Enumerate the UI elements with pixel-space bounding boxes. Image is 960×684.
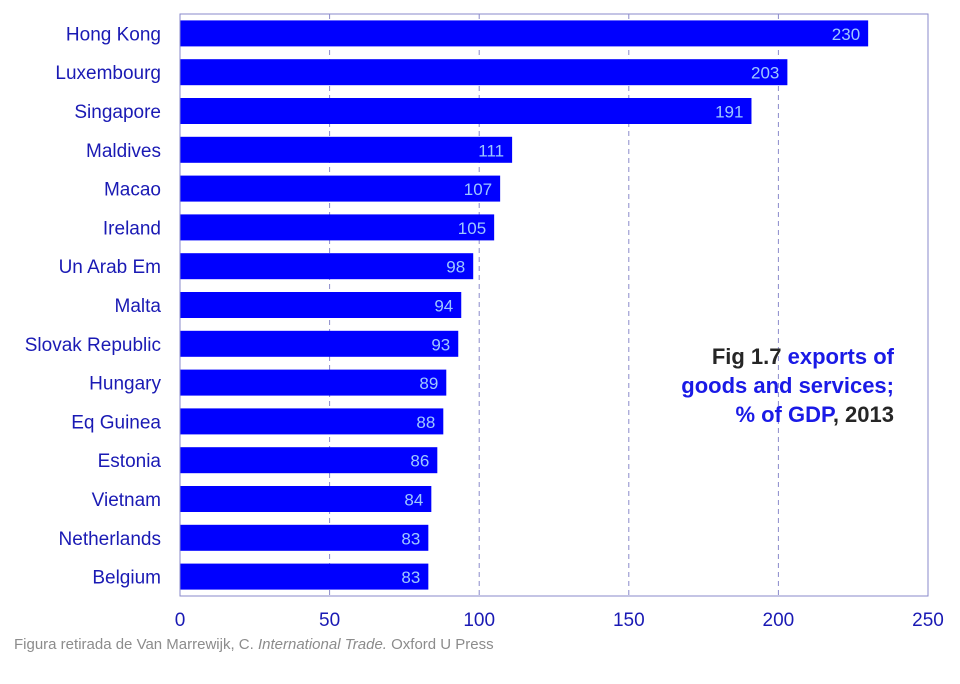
value-label-un-arab-em: 98: [446, 258, 465, 277]
value-label-hungary: 89: [419, 374, 438, 393]
x-tick-label-0: 0: [175, 610, 186, 631]
bar-singapore: [180, 98, 752, 124]
value-label-slovak-republic: 93: [431, 335, 450, 354]
source-suffix: Oxford U Press: [391, 636, 494, 653]
bars: 230 203 191 111 107 105 98 94 93 89 88 86 84 83 83: [180, 20, 869, 590]
value-label-estonia: 86: [410, 452, 429, 471]
bar-hong-kong: [180, 20, 869, 47]
bar-hungary: [180, 369, 447, 396]
value-label-macao: 107: [464, 180, 492, 199]
x-axis-ticks: 0 50 100 150 200 250: [175, 610, 944, 631]
bar-belgium: [180, 563, 429, 590]
category-label-ireland: Ireland: [103, 218, 161, 239]
category-label-macao: Macao: [104, 180, 161, 201]
plot-frame: [179, 13, 929, 597]
source-title: International Trade.: [257, 636, 387, 653]
bar-macao: [180, 175, 501, 202]
category-label-eq-guinea: Eq Guinea: [71, 412, 161, 433]
category-label-hungary: Hungary: [89, 374, 161, 395]
bar-un-arab-em: [180, 253, 474, 280]
category-label-netherlands: Netherlands: [59, 529, 161, 550]
annotation-line-1: Fig 1.7 exports of: [681, 342, 894, 371]
value-label-hong-kong: 230: [832, 25, 860, 44]
bar-ireland: [180, 214, 495, 241]
value-label-belgium: 83: [401, 568, 420, 587]
chart-annotation: Fig 1.7 exports of goods and services; %…: [681, 342, 894, 429]
x-tick-label-100: 100: [463, 610, 495, 631]
category-label-luxembourg: Luxembourg: [55, 63, 161, 84]
x-tick-label-200: 200: [763, 610, 795, 631]
category-label-slovak-republic: Slovak Republic: [25, 335, 161, 356]
source-prefix: Figura retirada de Van Marrewijk, C.: [14, 636, 254, 653]
category-label-maldives: Maldives: [86, 141, 161, 162]
annotation-pct-gdp: % of GDP: [735, 402, 833, 427]
annotation-fig-number: Fig 1.7: [711, 344, 782, 369]
category-label-un-arab-em: Un Arab Em: [59, 257, 161, 278]
annotation-year: , 2013: [832, 402, 894, 427]
bar-slovak-republic: [180, 330, 459, 357]
category-label-malta: Malta: [115, 296, 162, 317]
annotation-exports-of: exports of: [787, 344, 894, 369]
value-label-luxembourg: 203: [751, 64, 779, 83]
value-label-singapore: 191: [715, 103, 743, 122]
category-label-vietnam: Vietnam: [92, 490, 161, 511]
category-label-estonia: Estonia: [98, 451, 162, 472]
value-label-eq-guinea: 88: [416, 413, 435, 432]
x-tick-label-250: 250: [912, 610, 944, 631]
source-caption: Figura retirada de Van Marrewijk, C. Int…: [14, 636, 494, 653]
value-label-malta: 94: [434, 297, 453, 316]
value-label-netherlands: 83: [401, 529, 420, 548]
bar-eq-guinea: [180, 408, 444, 435]
category-label-hong-kong: Hong Kong: [66, 24, 161, 45]
category-label-singapore: Singapore: [74, 102, 161, 123]
bar-maldives: [180, 136, 513, 163]
annotation-line-3: % of GDP, 2013: [681, 400, 894, 429]
bar-malta: [180, 292, 462, 318]
x-tick-label-50: 50: [319, 610, 340, 631]
value-label-ireland: 105: [458, 219, 486, 238]
bar-netherlands: [180, 524, 429, 551]
x-tick-label-150: 150: [613, 610, 645, 631]
category-labels: Hong Kong Luxembourg Singapore Maldives Maca…: [25, 24, 162, 588]
value-label-maldives: 111: [478, 141, 504, 160]
bar-vietnam: [180, 486, 432, 512]
bar-estonia: [180, 447, 438, 474]
value-label-vietnam: 84: [404, 491, 423, 510]
annotation-line-2: goods and services;: [681, 373, 894, 398]
bar-luxembourg: [180, 59, 788, 86]
category-label-belgium: Belgium: [92, 568, 161, 589]
